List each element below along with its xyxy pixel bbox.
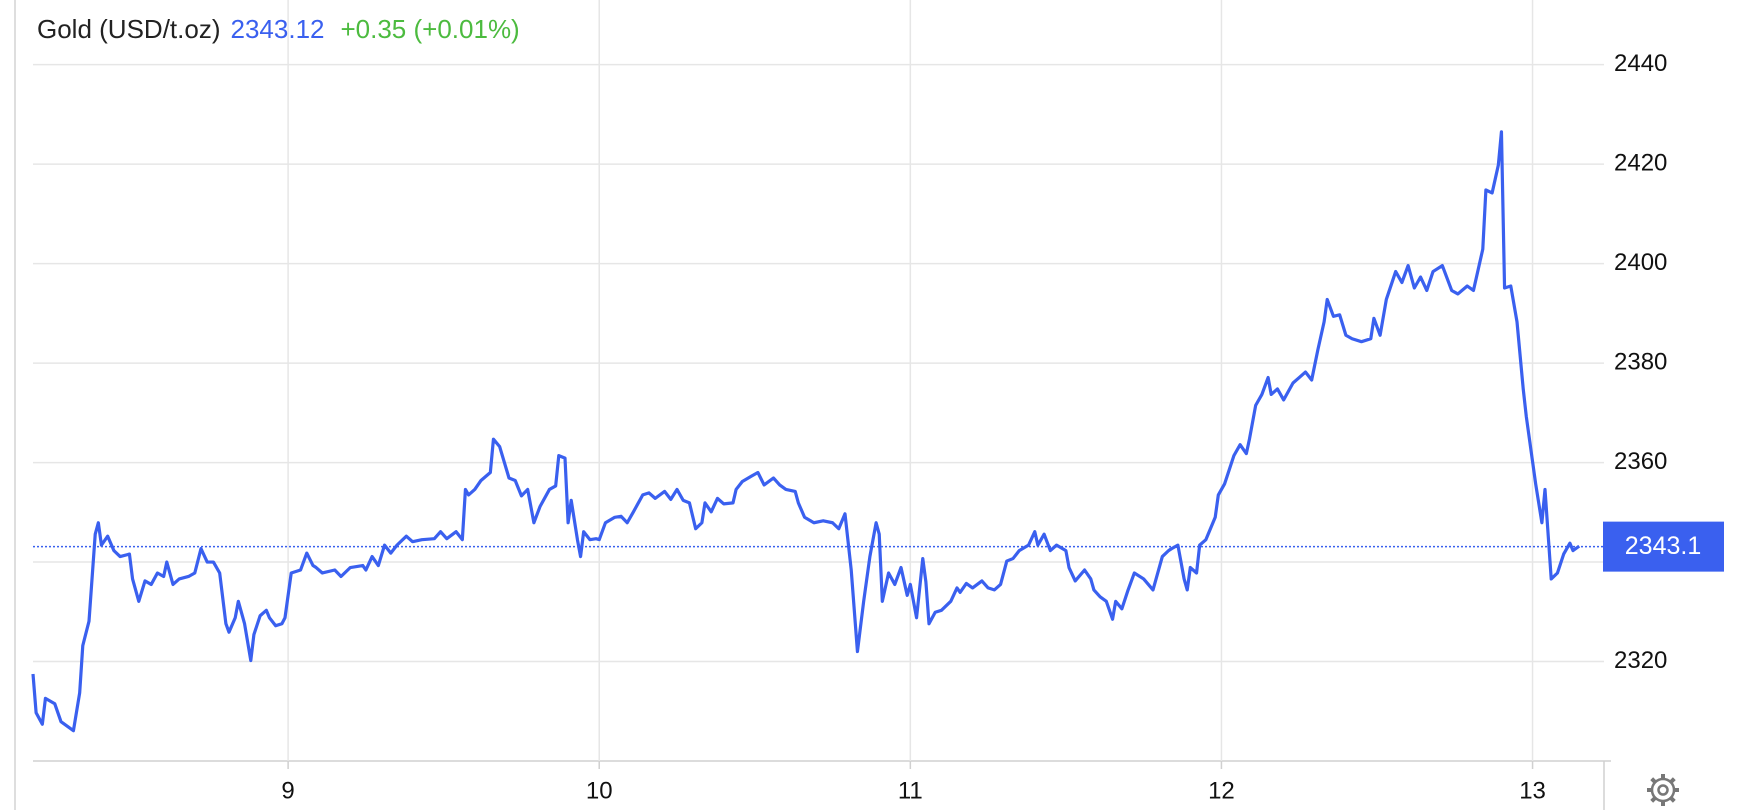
change: +0.35 (+0.01%) <box>340 14 519 44</box>
y-tick-label: 2420 <box>1614 149 1667 176</box>
y-tick-label: 2380 <box>1614 348 1667 375</box>
x-tick-label: 13 <box>1519 777 1546 804</box>
gear-teeth <box>1647 774 1679 806</box>
y-tick-label: 2360 <box>1614 448 1667 475</box>
x-tick-label: 12 <box>1208 777 1235 804</box>
y-tick-label: 2440 <box>1614 50 1667 77</box>
y-tick-label: 2320 <box>1614 647 1667 674</box>
price: 2343.12 <box>231 14 325 44</box>
plot <box>31 130 1604 733</box>
series-name: Gold (USD/t.oz) <box>37 14 221 44</box>
y-tick-label: 2400 <box>1614 249 1667 276</box>
settings-button[interactable] <box>1647 774 1679 806</box>
gear-hub <box>1657 784 1669 796</box>
x-tick-label: 10 <box>586 777 613 804</box>
gear-ring <box>1650 777 1676 803</box>
last-price-badge <box>1603 521 1724 572</box>
grid <box>33 0 1604 769</box>
price-line <box>31 130 1581 733</box>
x-tick-label: 9 <box>281 777 294 804</box>
x-tick-label: 11 <box>898 777 923 804</box>
last-price-label: 2343.1 <box>1625 532 1701 560</box>
